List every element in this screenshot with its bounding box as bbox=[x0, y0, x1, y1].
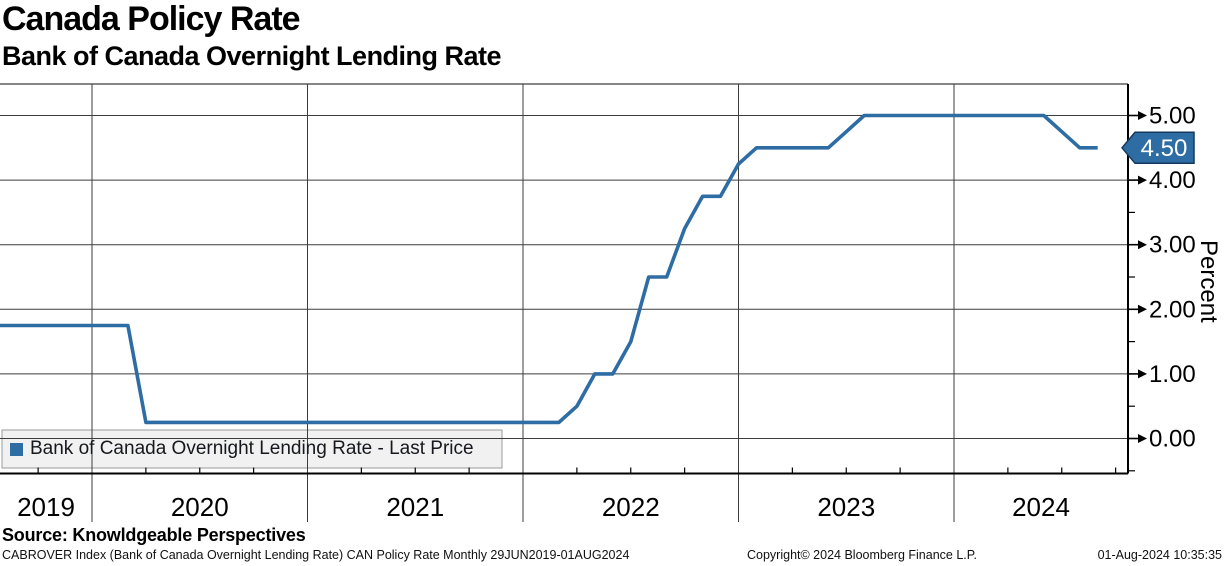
year-label: 2022 bbox=[602, 492, 660, 522]
y-tick-arrow-icon bbox=[1138, 240, 1147, 250]
last-price-badge-label: 4.50 bbox=[1141, 135, 1188, 162]
footer-timestamp: 01-Aug-2024 10:35:35 bbox=[1097, 548, 1222, 562]
year-label: 2021 bbox=[386, 492, 444, 522]
y-tick-label: 1.00 bbox=[1149, 361, 1196, 388]
last-price-badge bbox=[1121, 131, 1195, 165]
y-tick-arrow-icon bbox=[1138, 304, 1147, 314]
chart-subtitle: Bank of Canada Overnight Lending Rate bbox=[2, 41, 502, 71]
year-label: 2020 bbox=[171, 492, 229, 522]
chart-title: Canada Policy Rate bbox=[2, 0, 301, 38]
legend-box bbox=[1, 429, 503, 469]
footer-description: CABROVER Index (Bank of Canada Overnight… bbox=[2, 548, 630, 562]
legend-marker-icon bbox=[10, 442, 23, 456]
series-line bbox=[0, 113, 1098, 425]
year-label: 2019 bbox=[17, 492, 75, 522]
legend: Bank of Canada Overnight Lending Rate - … bbox=[2, 430, 503, 468]
y-tick-arrow-icon bbox=[1138, 175, 1147, 185]
y-tick-arrow-icon bbox=[1138, 369, 1147, 379]
y-tick-label: 2.00 bbox=[1149, 296, 1196, 323]
y-tick-label: 4.00 bbox=[1149, 167, 1196, 194]
y-tick-label: 5.00 bbox=[1149, 103, 1196, 130]
year-label: 2023 bbox=[817, 492, 875, 522]
y-tick-label: 3.00 bbox=[1149, 232, 1196, 259]
legend-label: Bank of Canada Overnight Lending Rate - … bbox=[30, 438, 474, 459]
footer-copyright: Copyright© 2024 Bloomberg Finance L.P. bbox=[747, 548, 977, 562]
y-axis-title: Percent bbox=[1195, 240, 1222, 323]
y-tick-label: 0.00 bbox=[1149, 426, 1196, 453]
y-tick-arrow-icon bbox=[1138, 111, 1147, 120]
year-label: 2024 bbox=[1012, 492, 1070, 522]
source-line: Source: Knowldgeable Perspectives bbox=[2, 525, 306, 545]
y-tick-arrow-icon bbox=[1138, 434, 1147, 443]
